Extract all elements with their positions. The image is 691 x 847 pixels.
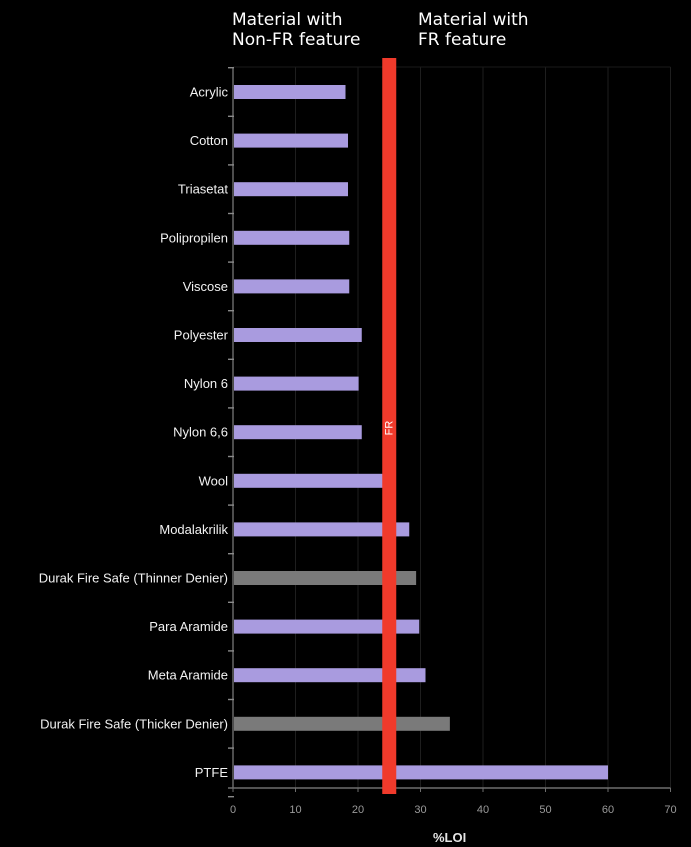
bars-group [234,85,608,780]
x-tick-label: 70 [664,804,676,816]
category-label: Nylon 6 [184,376,228,391]
fr-threshold: FR [382,58,397,794]
category-label: Polipropilen [160,230,228,245]
bar [234,425,362,440]
header-fr: Material with FR feature [418,10,529,50]
axes [228,66,671,798]
category-label: Wool [199,473,228,488]
bar [234,716,450,731]
bar [234,279,350,294]
bar [234,571,417,585]
bar [234,522,410,537]
x-tick-label: 50 [539,804,551,816]
bar [234,328,362,342]
category-label: Nylon 6,6 [173,425,228,440]
header-non-fr-line2: Non-FR feature [232,30,361,50]
bar [234,182,348,197]
x-tick-label: 60 [602,804,614,816]
bar [234,473,383,488]
category-label: Acrylic [190,85,229,100]
category-label: PTFE [195,765,229,780]
category-label: Modalakrilik [159,522,228,537]
bar [234,85,346,99]
category-label: Durak Fire Safe (Thinner Denier) [39,571,228,586]
x-tick-labels: 0 10 20 30 40 50 60 70 [230,804,677,816]
category-label: Para Aramide [149,619,228,634]
header-fr-line1: Material with [418,10,529,30]
category-label: Durak Fire Safe (Thicker Denier) [40,716,228,731]
fr-threshold-line [382,58,397,794]
header-non-fr-line1: Material with [232,10,343,30]
grid-lines [233,66,671,788]
header-fr-line2: FR feature [418,30,507,50]
x-tick-label: 30 [414,804,426,816]
category-label: Triasetat [178,182,228,197]
category-label: Meta Aramide [148,668,228,683]
header-non-fr: Material with Non-FR feature [232,10,360,50]
x-tick-label: 20 [352,804,364,816]
category-labels: Acrylic Cotton Triasetat Polipropilen Viscos… [39,85,229,780]
bar [234,133,348,148]
bar [234,668,426,683]
x-axis-label: %LOI [433,830,467,845]
category-label: Polyester [174,328,229,343]
category-label: Cotton [190,133,228,148]
category-label: Viscose [183,279,228,294]
bar [234,765,608,780]
bar [234,230,350,245]
bar [234,376,359,391]
x-tick-label: 10 [289,804,301,816]
bar [234,619,420,634]
x-tick-label: 0 [230,804,236,816]
fr-threshold-label: FR [383,421,395,436]
x-tick-label: 40 [477,804,489,816]
